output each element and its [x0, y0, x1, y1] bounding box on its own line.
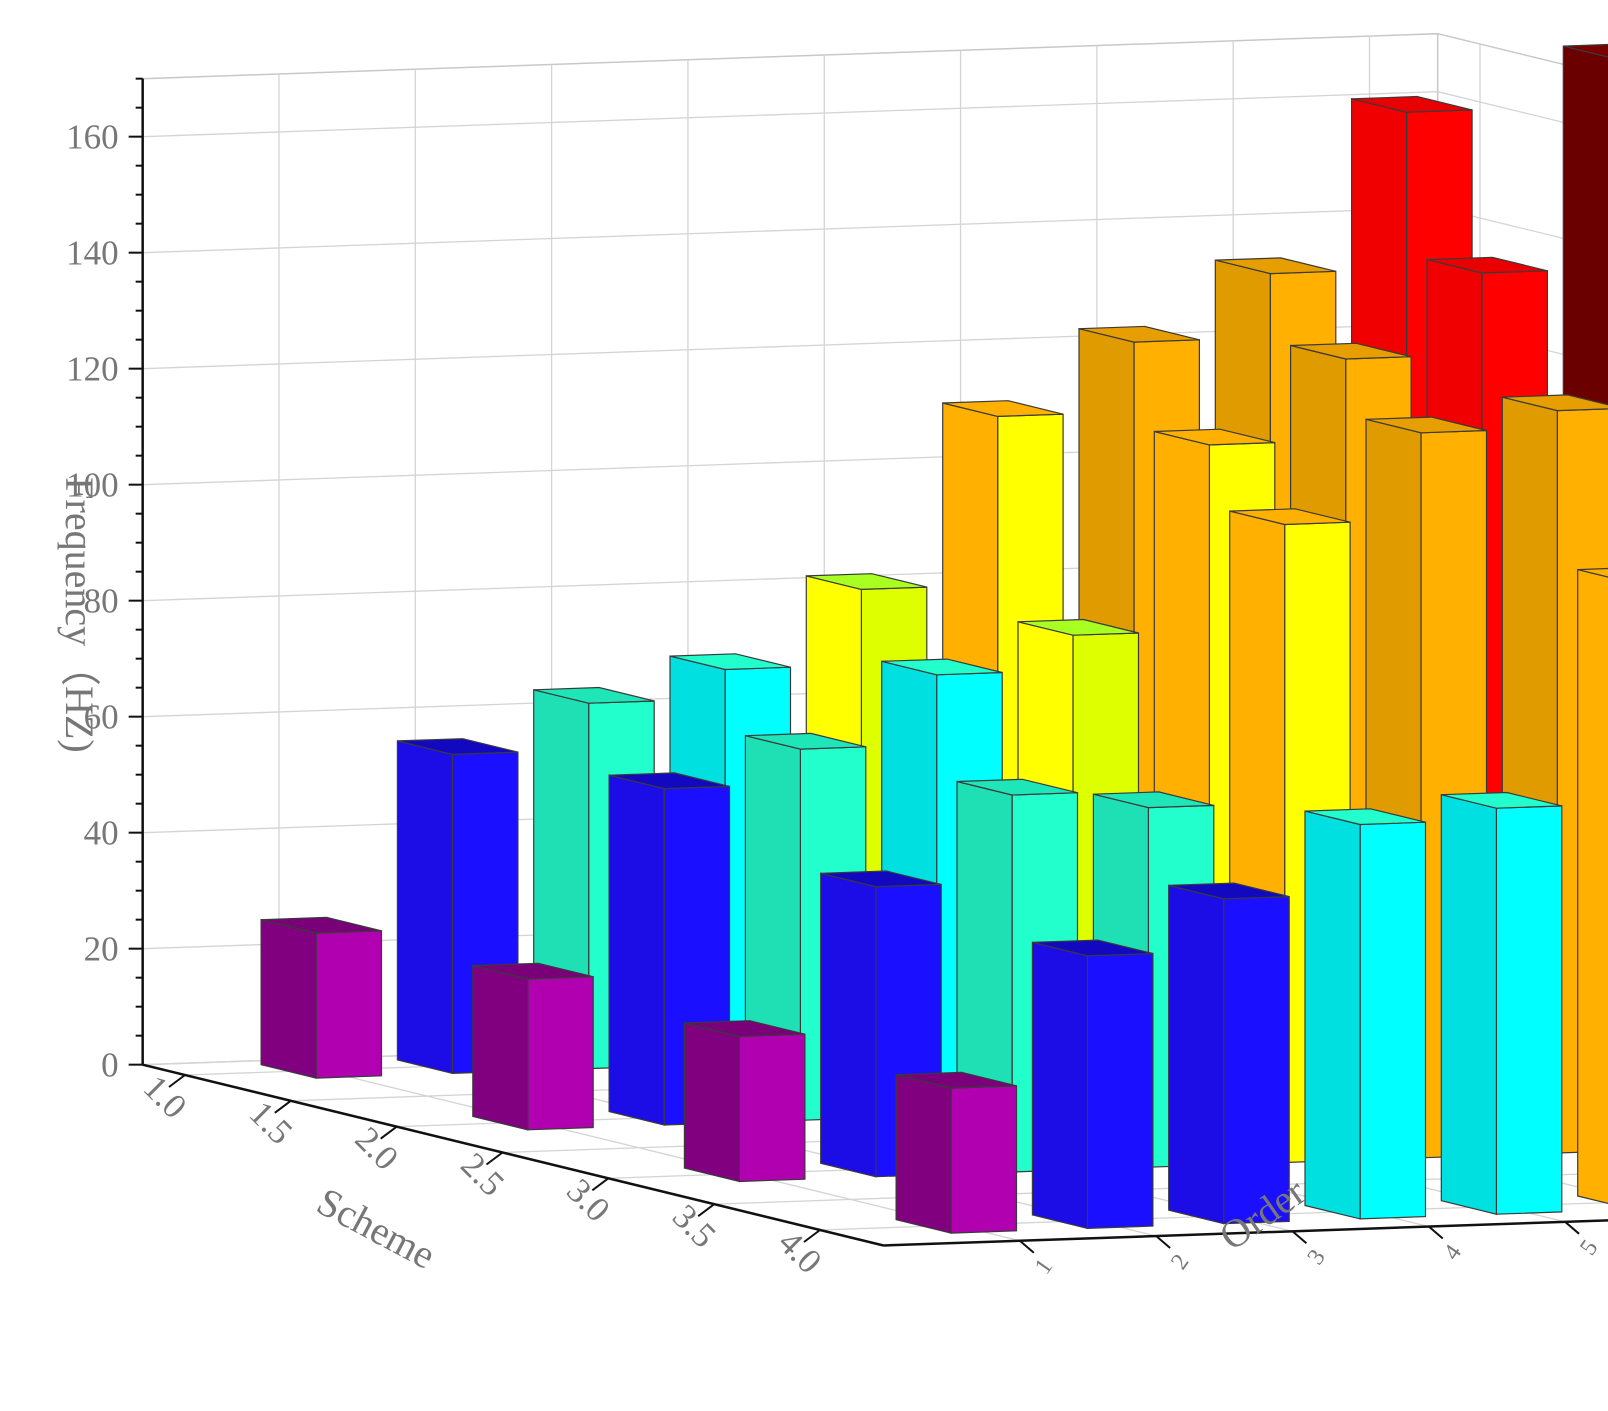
- bar-scheme1-order1: [261, 917, 381, 1078]
- order-tick: [1565, 1222, 1579, 1234]
- bar-face-side: [473, 966, 528, 1130]
- bar-face-side: [896, 1075, 951, 1233]
- order-tick: [1020, 1241, 1034, 1253]
- order-tick-label: 1: [1030, 1254, 1058, 1279]
- bar-face-side: [1578, 570, 1608, 1210]
- frequency-tick-label: 0: [101, 1046, 119, 1085]
- frequency-tick-label: 160: [66, 118, 119, 157]
- bar-face-front: [316, 931, 381, 1078]
- y-axis-title: Frequency（HZ): [57, 477, 102, 752]
- bar-scheme4-order2: [1032, 940, 1153, 1228]
- bar-face-front: [951, 1086, 1016, 1233]
- bar-face-front: [1087, 954, 1153, 1229]
- frequency-tick-label: 120: [66, 350, 119, 389]
- bar-face-side: [1169, 885, 1224, 1223]
- bar-face-front: [739, 1034, 805, 1181]
- bar-scheme4-order5: [1441, 793, 1562, 1215]
- scheme-axis-title: Scheme: [310, 1178, 443, 1277]
- order-tick: [1429, 1227, 1443, 1239]
- bar-scheme4-order1: [896, 1072, 1016, 1233]
- order-tick: [1292, 1231, 1306, 1243]
- bar-face-side: [609, 775, 664, 1125]
- order-tick-label: 5: [1575, 1235, 1603, 1260]
- order-tick-label: 2: [1166, 1250, 1194, 1275]
- bar-face-side: [1441, 795, 1496, 1214]
- order-tick: [1156, 1236, 1170, 1248]
- bar-scheme4-order3: [1169, 883, 1290, 1224]
- bar-face-front: [528, 977, 593, 1130]
- order-tick-label: 4: [1439, 1240, 1467, 1265]
- bar-face-side: [261, 920, 316, 1078]
- bar-face-side: [397, 741, 452, 1074]
- order-tick-label: 3: [1303, 1245, 1331, 1270]
- bar-scheme3-order1: [684, 1021, 805, 1182]
- bar-scheme4-order4: [1305, 809, 1426, 1219]
- frequency-tick-label: 40: [84, 814, 119, 853]
- bar-face-front: [1360, 822, 1425, 1219]
- frequency-tick-label: 20: [84, 930, 119, 969]
- bar-scheme2-order1: [473, 963, 593, 1130]
- bar-face-side: [821, 873, 876, 1176]
- bar-face-side: [1032, 942, 1087, 1228]
- bar-face-side: [684, 1023, 739, 1182]
- bar-face-front: [1496, 806, 1561, 1214]
- bar-scheme4-order6: [1578, 567, 1608, 1209]
- bar-face-side: [1305, 811, 1360, 1219]
- frequency-tick-label: 140: [66, 234, 119, 273]
